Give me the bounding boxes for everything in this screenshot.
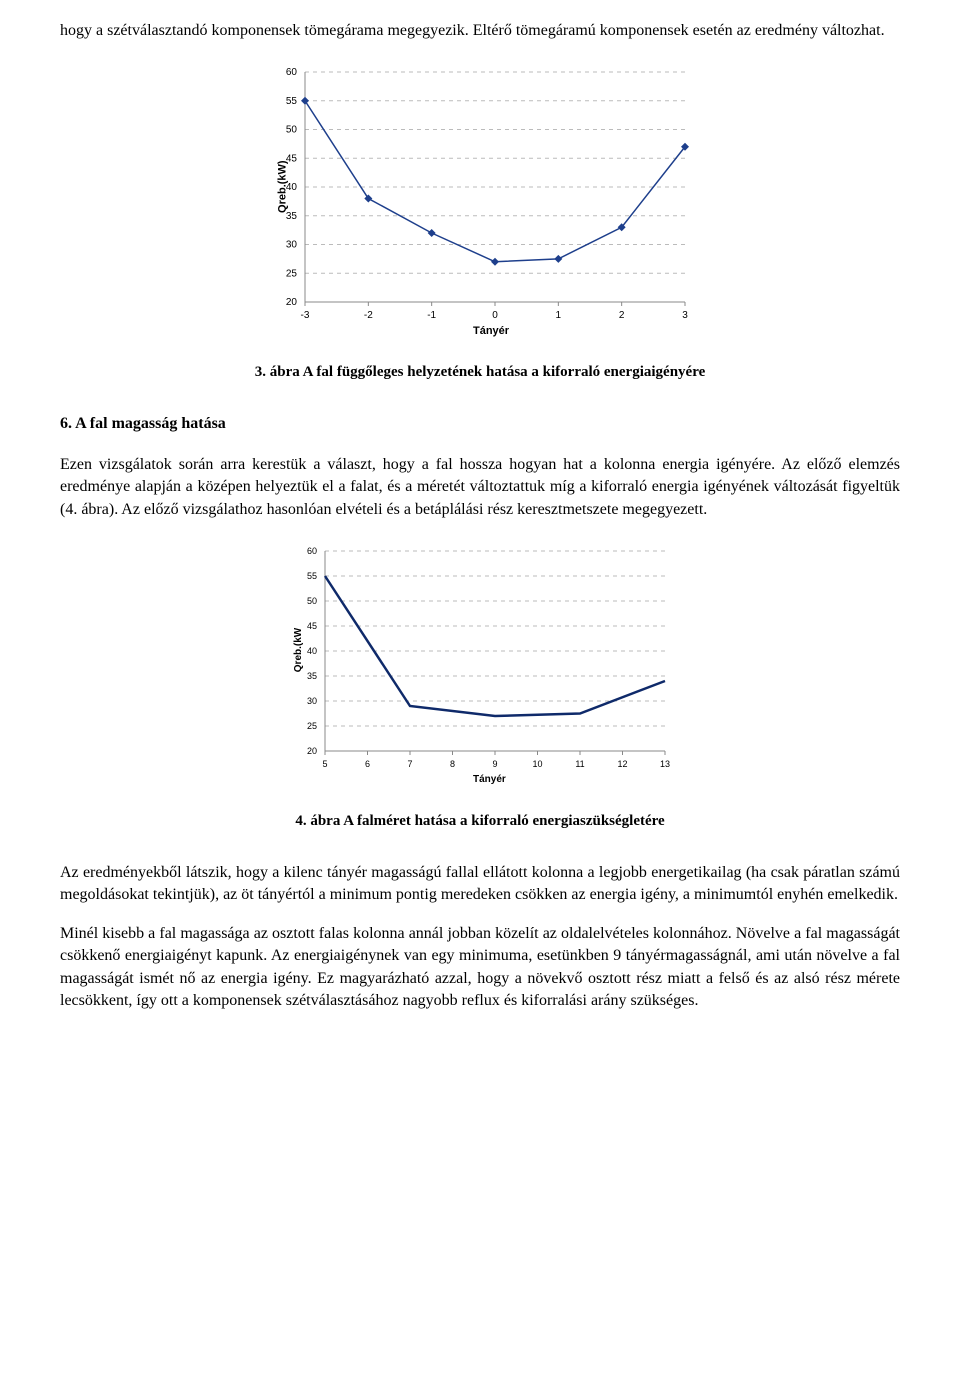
paragraph-2: Ezen vizsgálatok során arra kerestük a v… <box>60 454 900 521</box>
chart-2-wrapper: 2025303540455055605678910111213Qreb.(kWT… <box>60 541 900 791</box>
svg-text:30: 30 <box>286 240 298 251</box>
svg-text:9: 9 <box>492 759 497 769</box>
svg-text:45: 45 <box>307 621 317 631</box>
svg-text:50: 50 <box>286 125 298 136</box>
svg-text:50: 50 <box>307 596 317 606</box>
svg-text:12: 12 <box>617 759 627 769</box>
svg-text:25: 25 <box>307 721 317 731</box>
svg-text:60: 60 <box>286 67 298 78</box>
svg-text:6: 6 <box>365 759 370 769</box>
svg-text:1: 1 <box>556 310 562 321</box>
figure-4-caption: 4. ábra A falméret hatása a kiforraló en… <box>60 811 900 832</box>
paragraph-3: Az eredményekből látszik, hogy a kilenc … <box>60 862 900 907</box>
svg-text:20: 20 <box>286 297 298 308</box>
svg-text:55: 55 <box>286 96 298 107</box>
svg-text:25: 25 <box>286 269 298 280</box>
svg-text:3: 3 <box>682 310 688 321</box>
figure-3-caption: 3. ábra A fal függőleges helyzetének hat… <box>60 362 900 383</box>
paragraph-1: hogy a szétválasztandó komponensek tömeg… <box>60 20 900 42</box>
svg-text:7: 7 <box>407 759 412 769</box>
svg-text:-3: -3 <box>301 310 310 321</box>
chart-1-wrapper: 202530354045505560-3-2-10123Qreb.(kW)Tán… <box>60 62 900 342</box>
svg-text:0: 0 <box>492 310 498 321</box>
svg-text:-1: -1 <box>427 310 436 321</box>
svg-text:35: 35 <box>307 671 317 681</box>
chart-1: 202530354045505560-3-2-10123Qreb.(kW)Tán… <box>250 62 710 342</box>
svg-text:8: 8 <box>450 759 455 769</box>
svg-text:5: 5 <box>322 759 327 769</box>
svg-text:-2: -2 <box>364 310 373 321</box>
svg-text:11: 11 <box>575 759 584 769</box>
chart-2: 2025303540455055605678910111213Qreb.(kWT… <box>270 541 690 791</box>
svg-text:10: 10 <box>532 759 542 769</box>
svg-text:20: 20 <box>307 746 317 756</box>
section-6-heading: 6. A fal magasság hatása <box>60 413 900 435</box>
svg-text:30: 30 <box>307 696 317 706</box>
svg-text:60: 60 <box>307 546 317 556</box>
svg-text:13: 13 <box>660 759 670 769</box>
svg-text:2: 2 <box>619 310 625 321</box>
svg-text:40: 40 <box>307 646 317 656</box>
paragraph-4: Minél kisebb a fal magassága az osztott … <box>60 923 900 1013</box>
svg-text:55: 55 <box>307 571 317 581</box>
